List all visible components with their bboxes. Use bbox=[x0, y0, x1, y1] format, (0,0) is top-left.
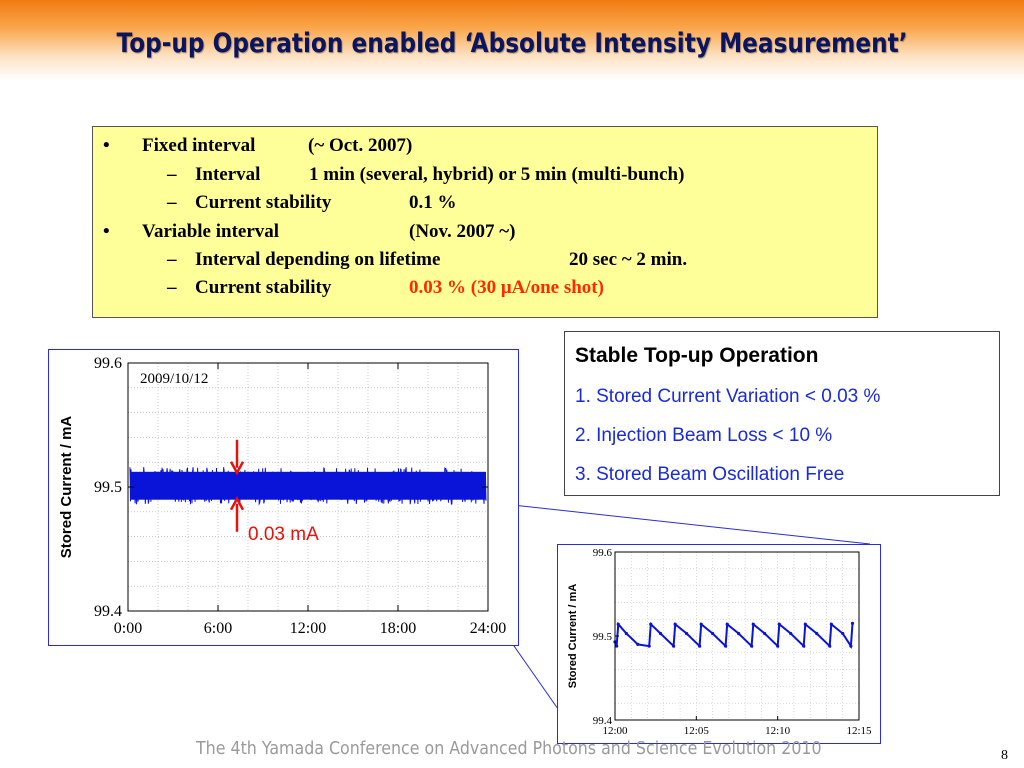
x-tick-label: 12:10 bbox=[765, 725, 791, 737]
slide-title: Top-up Operation enabled ‘Absolute Inten… bbox=[116, 28, 908, 59]
data-point bbox=[751, 622, 755, 626]
variable-interval-label: Variable interval bbox=[142, 221, 280, 242]
y-tick-label: 99.6 bbox=[593, 547, 613, 559]
x-tick-label: 6:00 bbox=[204, 620, 232, 637]
stable-item: 1. Stored Current Variation < 0.03 % bbox=[575, 386, 881, 407]
variable-interval-period: (Nov. 2007 ~) bbox=[409, 221, 516, 242]
data-point bbox=[776, 644, 780, 648]
arrow-label: 0.03 mA bbox=[248, 524, 319, 545]
data-point bbox=[750, 644, 754, 648]
footer-conference: The 4th Yamada Conference on Advanced Ph… bbox=[196, 738, 822, 759]
date-annotation: 2009/10/12 bbox=[140, 371, 208, 387]
variable-stability-value: 0.03 % (30 μA/one shot) bbox=[409, 277, 604, 298]
data-point bbox=[624, 631, 628, 636]
bullet-marker: • bbox=[103, 135, 110, 156]
data-point bbox=[828, 644, 832, 648]
data-point bbox=[697, 644, 702, 648]
y-tick-label: 99.5 bbox=[593, 631, 613, 643]
bullet-marker: • bbox=[103, 221, 110, 242]
data-point bbox=[616, 622, 620, 626]
variable-interval-sublabel: Interval depending on lifetime bbox=[195, 249, 441, 270]
data-point bbox=[777, 622, 781, 626]
sub-dash: – bbox=[167, 164, 177, 185]
data-point bbox=[636, 642, 640, 646]
data-point bbox=[724, 644, 728, 648]
current-trace bbox=[129, 466, 487, 506]
data-point bbox=[615, 644, 619, 648]
data-point bbox=[671, 644, 676, 648]
data-point bbox=[763, 631, 767, 636]
sub-dash: – bbox=[167, 249, 177, 270]
x-tick-label: 12:00 bbox=[290, 620, 326, 637]
stable-item: 2. Injection Beam Loss < 10 % bbox=[575, 425, 833, 446]
x-tick-label: 0:00 bbox=[114, 620, 142, 637]
fixed-interval-label: Fixed interval bbox=[142, 135, 256, 156]
data-point bbox=[850, 621, 855, 625]
zoom-current-chart-frame: 12:00 12:05 12:10 12:15 99.4 99.5 99.6 Stored C… bbox=[557, 544, 881, 744]
arrow-down-head bbox=[229, 461, 245, 476]
data-point bbox=[684, 631, 689, 636]
data-point bbox=[815, 631, 819, 636]
operation-summary-box: • Fixed interval (~ Oct. 2007) – Interva… bbox=[92, 126, 878, 318]
data-point bbox=[725, 622, 729, 626]
title-band bbox=[0, 0, 1024, 80]
y-tick-label: 99.4 bbox=[593, 715, 613, 727]
data-point bbox=[649, 622, 653, 626]
y-axis-label: Stored Current / mA bbox=[58, 416, 75, 559]
x-tick-label: 12:05 bbox=[684, 725, 710, 737]
x-tick-label: 12:15 bbox=[846, 725, 872, 737]
data-point bbox=[841, 631, 845, 636]
sub-dash: – bbox=[167, 192, 177, 213]
data-point bbox=[737, 631, 741, 636]
daily-current-chart-frame: 0:00 6:00 12:00 18:00 24:00 99.4 99.5 99.6 Store… bbox=[48, 349, 519, 646]
fixed-stability-label: Current stability bbox=[195, 192, 332, 213]
x-tick-label: 18:00 bbox=[380, 620, 416, 637]
data-point bbox=[699, 622, 703, 626]
y-tick-label: 99.4 bbox=[94, 603, 122, 620]
fixed-stability-value: 0.1 % bbox=[409, 192, 457, 213]
data-point bbox=[803, 622, 807, 626]
y-tick-label: 99.5 bbox=[94, 479, 122, 496]
fixed-interval-period: (~ Oct. 2007) bbox=[308, 135, 413, 156]
data-point bbox=[647, 644, 651, 648]
daily-current-chart: 0:00 6:00 12:00 18:00 24:00 99.4 99.5 99.6 Store… bbox=[58, 355, 506, 637]
zoom-current-chart: 12:00 12:05 12:10 12:15 99.4 99.5 99.6 Stored C… bbox=[567, 547, 872, 737]
variable-interval-value: 20 sec ~ 2 min. bbox=[569, 249, 688, 270]
data-point bbox=[802, 644, 806, 648]
fixed-interval-sublabel: Interval bbox=[195, 164, 261, 185]
y-axis-label: Stored Current / mA bbox=[567, 584, 579, 689]
data-point bbox=[658, 631, 663, 636]
arrow-up-head bbox=[229, 496, 245, 511]
data-point bbox=[789, 631, 793, 636]
x-tick-label: 12:00 bbox=[602, 725, 628, 737]
data-point bbox=[673, 622, 677, 626]
data-point bbox=[829, 622, 833, 626]
x-tick-label: 24:00 bbox=[470, 620, 506, 637]
sub-dash: – bbox=[167, 277, 177, 298]
data-point bbox=[849, 644, 853, 648]
page-number: 8 bbox=[1001, 748, 1008, 763]
stable-topup-title: Stable Top-up Operation bbox=[575, 344, 819, 367]
fixed-interval-value: 1 min (several, hybrid) or 5 min (multi-… bbox=[309, 164, 685, 185]
y-tick-label: 99.6 bbox=[94, 355, 122, 372]
stable-topup-box: Stable Top-up Operation 1. Stored Curren… bbox=[564, 331, 1000, 496]
variable-stability-label: Current stability bbox=[195, 277, 332, 298]
data-point bbox=[711, 631, 715, 636]
stable-item: 3. Stored Beam Oscillation Free bbox=[575, 464, 845, 485]
